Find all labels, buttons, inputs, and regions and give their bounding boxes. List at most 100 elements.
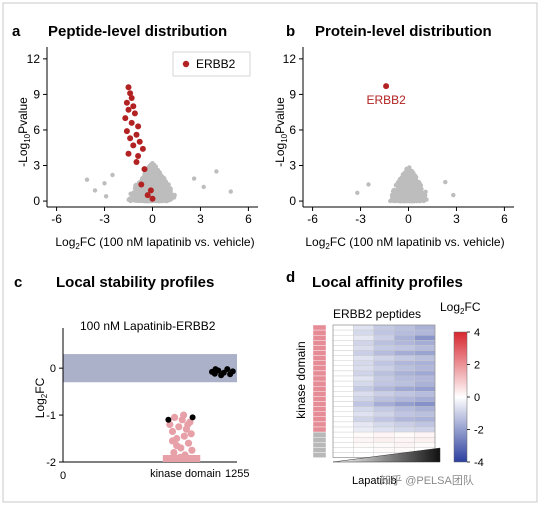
panel-d-heatmap-cell	[332, 416, 354, 423]
panel-d-domain-sidebar-cell	[312, 386, 327, 392]
panel-d-heatmap-cell	[332, 406, 354, 412]
b-background-point	[409, 196, 415, 202]
a-background-point	[135, 191, 140, 196]
panel-d-heatmap-cell	[373, 335, 395, 341]
panel-d-colorbar-tick-label: -2	[474, 425, 484, 437]
panel-b-plot	[302, 47, 514, 208]
panel-d-domain-sidebar-cell	[312, 350, 327, 356]
a-background-point	[201, 184, 206, 190]
panel-d-heatmap-cell	[353, 406, 374, 412]
panel-b-y-label: -Log10Pvalue	[273, 97, 289, 167]
panel-d-heatmap-cell	[353, 355, 374, 361]
panel-d-heatmap-cell	[394, 345, 415, 351]
panel-d-domain-sidebar-cell	[312, 391, 327, 397]
panel-a-legend-marker	[182, 60, 190, 68]
panel-d-letter: d	[286, 269, 295, 286]
a-background-point	[102, 181, 107, 186]
panel-d-domain-sidebar-cell	[312, 380, 327, 387]
panel-d-heatmap-cell	[373, 324, 395, 331]
panel-d-heatmap-cell	[414, 426, 436, 433]
panel-d-heatmap-cell	[353, 431, 374, 438]
panel-c-y-ticks: 0 -1 -2	[46, 363, 63, 469]
a-erbb2-point	[138, 181, 145, 188]
panel-d-domain-sidebar-cell	[312, 396, 327, 402]
panel-d-heatmap-cell	[332, 401, 354, 407]
panel-d-heatmap-cell	[353, 396, 374, 402]
panel-d-heatmap-cell	[332, 447, 354, 453]
b-erbb2-point	[383, 83, 390, 90]
panel-d-heatmap-cell	[332, 335, 354, 341]
panel-d-row-label: kinase domain	[294, 341, 308, 418]
panel-d-domain-sidebar-cell	[312, 406, 327, 412]
panel-d-heatmap-cell	[414, 350, 436, 356]
b-y-tick-label: 0	[289, 194, 296, 208]
panel-d-heatmap-cell	[353, 437, 374, 443]
a-erbb2-point	[131, 110, 138, 117]
panel-d-heatmap-cell	[394, 416, 415, 423]
panel-c-domain-label: kinase domain	[150, 468, 221, 480]
panel-d-x-label: Lapatinib	[352, 475, 397, 487]
a-background-point	[130, 196, 136, 201]
a-erbb2-point	[128, 95, 135, 101]
panel-d-heatmap-cell	[414, 442, 436, 448]
panel-d-domain-sidebar-cell	[312, 416, 327, 423]
b-background-point	[405, 169, 410, 174]
panel-c-domain-peptide-point	[175, 423, 183, 431]
a-background-point	[164, 184, 170, 189]
b-background-point	[410, 192, 415, 198]
panel-c-domain-peptide-point	[168, 427, 177, 436]
a-erbb2-point	[123, 99, 130, 106]
a-background-point	[144, 175, 150, 180]
b-background-point	[415, 189, 420, 195]
panel-c-peptide-point	[189, 414, 196, 421]
panel-d-heatmap-cell	[373, 345, 395, 351]
panel-d-heatmap-cell	[332, 375, 354, 382]
panel-b-erbb2-label: ERBB2	[366, 93, 406, 107]
panel-b-title: Protein-level distribution	[315, 23, 492, 40]
panel-d-heatmap-cell	[394, 324, 415, 331]
a-background-point	[161, 178, 166, 183]
panel-d-heatmap-cell	[353, 329, 374, 336]
b-x-tick-label: 0	[405, 212, 412, 226]
b-background-point	[413, 198, 419, 204]
panel-d-heatmap-cell	[373, 421, 395, 428]
b-x-tick-label: 6	[501, 212, 508, 226]
panel-d-heatmap-cell	[373, 396, 395, 402]
panel-d-heatmap-cell	[414, 340, 436, 346]
panel-d-heatmap-cell	[394, 426, 415, 433]
a-erbb2-point	[125, 106, 132, 113]
a-background-point	[128, 191, 133, 196]
panel-d-domain-sidebar-cell	[312, 442, 327, 448]
panel-d-heatmap-cell	[414, 324, 436, 331]
panel-d-heatmap-cell	[353, 380, 374, 387]
panel-d-heatmap-cell	[414, 437, 436, 443]
a-background-point	[161, 189, 167, 194]
panel-d-heatmap-cell	[414, 406, 436, 412]
panel-b-letter: b	[286, 23, 295, 40]
a-y-tick-label: 6	[33, 123, 40, 137]
b-background-point	[388, 198, 393, 204]
a-x-tick-label: -6	[51, 212, 62, 226]
panel-d-heatmap-cell	[332, 437, 354, 443]
a-background-point	[159, 183, 165, 188]
panel-a: a Peptide-level distribution -6 -3 0 3 6 0 3 6…	[12, 23, 258, 251]
panel-d-heatmap-cell	[353, 416, 374, 423]
panel-d-heatmap-cell	[394, 386, 415, 392]
panel-c-peptide-point	[165, 416, 172, 423]
b-background-point	[401, 197, 406, 203]
a-background-point	[144, 198, 149, 204]
b-x-tick-label: 3	[453, 212, 460, 226]
panel-d-heatmap-cell	[373, 411, 395, 418]
panel-c-peptide-point	[229, 368, 236, 375]
panel-d-heatmap-cell	[332, 345, 354, 351]
panel-d-heatmap-cell	[332, 360, 354, 367]
panel-c-y-tick-label: -1	[46, 410, 56, 422]
b-background-point	[391, 193, 396, 198]
a-erbb2-point	[135, 153, 142, 159]
panel-b: b Protein-level distribution -6 -3 0 3 6 0 3 6…	[273, 23, 514, 251]
panel-d-heatmap-cell	[394, 442, 415, 448]
panel-d-heatmap-cell	[353, 442, 374, 448]
a-erbb2-point	[122, 115, 129, 122]
panel-d-heatmap-cell	[332, 350, 354, 356]
